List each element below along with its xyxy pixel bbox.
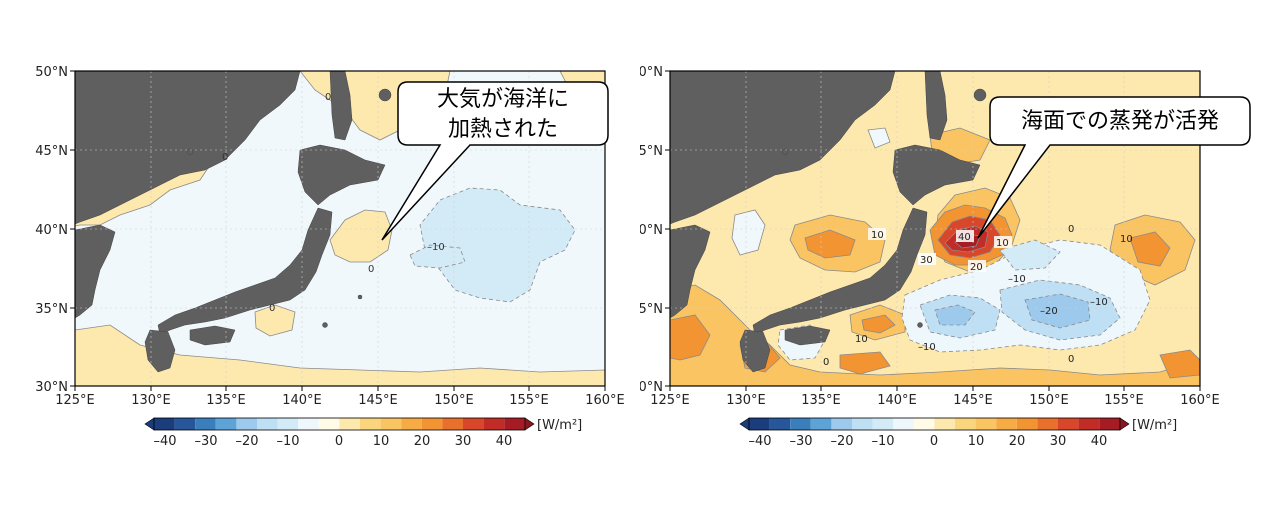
latitude-labels: 50°N 45°N 40°N 35°N 30°N bbox=[35, 65, 68, 395]
latitude-labels: 50°N 45°N 40°N 35°N 30°N bbox=[630, 65, 663, 395]
negative-anomaly-regions bbox=[777, 239, 1151, 361]
contour-label: –10 bbox=[427, 242, 445, 253]
colorbar-tick: –30 bbox=[789, 434, 812, 449]
contour-label: –10 bbox=[1008, 274, 1026, 285]
lat-label: 40°N bbox=[640, 223, 663, 238]
contour-label: 10 bbox=[996, 238, 1009, 249]
colorbar-tick: –10 bbox=[871, 434, 894, 449]
lat-label: 30°N bbox=[35, 380, 68, 395]
left-map-panel: 0 0 0 0 –10 50°N 45°N 40°N 35°N 30°N 125… bbox=[0, 0, 640, 515]
right-callout: 海面での蒸発が活発 bbox=[977, 96, 1251, 239]
contour-label: 10 bbox=[871, 230, 884, 241]
longitude-labels: 125°E 130°E 135°E 140°E 145°E 150°E 155°… bbox=[55, 393, 625, 408]
colorbar-tick: 20 bbox=[414, 434, 431, 449]
contour-label: –10 bbox=[918, 342, 936, 353]
callout-line: 加熱された bbox=[448, 117, 558, 142]
lon-label: 160°E bbox=[1180, 393, 1220, 408]
right-map-svg: 10 40 30 20 10 –10 –20 –10 0 10 –10 0 10… bbox=[630, 65, 1251, 449]
land-masses bbox=[670, 71, 987, 373]
contour-label: 0 bbox=[1068, 224, 1074, 235]
contour-label: 10 bbox=[1120, 234, 1133, 245]
lon-label: 125°E bbox=[650, 393, 690, 408]
right-map-panel: 10 40 30 20 10 –10 –20 –10 0 10 –10 0 10… bbox=[630, 0, 1280, 515]
lat-label: 50°N bbox=[35, 65, 68, 80]
positive-30-regions bbox=[670, 229, 1200, 379]
graticule bbox=[75, 71, 605, 386]
colorbar-tick: –10 bbox=[276, 434, 299, 449]
lon-label: 130°E bbox=[726, 393, 766, 408]
colorbar-tick: 20 bbox=[1009, 434, 1026, 449]
lat-label: 40°N bbox=[35, 223, 68, 238]
longitude-labels: 125°E 130°E 135°E 140°E 145°E 150°E 155°… bbox=[650, 393, 1220, 408]
contour-label: –10 bbox=[1090, 297, 1108, 308]
neutral-regions bbox=[731, 127, 891, 256]
contour-label: 20 bbox=[970, 262, 983, 273]
colorbar-tick: 0 bbox=[335, 434, 343, 449]
lon-label: 135°E bbox=[206, 393, 246, 408]
land-masses bbox=[75, 71, 392, 373]
lon-label: 160°E bbox=[585, 393, 625, 408]
colorbar-ticks: –40 –30 –20 –10 0 10 20 30 40 bbox=[748, 434, 1107, 449]
colorbar-tick: –40 bbox=[153, 434, 176, 449]
colorbar-ticks: –40 –30 –20 –10 0 10 20 30 40 bbox=[153, 434, 512, 449]
contour-label: 0 bbox=[1068, 354, 1074, 365]
contour-label: 0 bbox=[823, 357, 829, 368]
colorbar-tick: 40 bbox=[1091, 434, 1108, 449]
contour-label: 10 bbox=[855, 334, 868, 345]
left-colorbar: –40 –30 –20 –10 0 10 20 30 40 [W/m²] bbox=[144, 417, 582, 449]
lat-label: 50°N bbox=[640, 65, 663, 80]
lon-label: 140°E bbox=[282, 393, 322, 408]
left-map-svg: 0 0 0 0 –10 50°N 45°N 40°N 35°N 30°N 125… bbox=[35, 65, 625, 449]
lat-label: 45°N bbox=[640, 144, 663, 159]
lat-label: 35°N bbox=[640, 302, 663, 317]
lat-label: 35°N bbox=[35, 302, 68, 317]
colorbar-tick: –40 bbox=[748, 434, 771, 449]
frame-ticks bbox=[70, 70, 606, 391]
lon-label: 125°E bbox=[55, 393, 95, 408]
graticule bbox=[670, 71, 1200, 386]
lon-label: 150°E bbox=[434, 393, 474, 408]
callout-line: 大気が海洋に bbox=[437, 87, 569, 112]
lon-label: 130°E bbox=[131, 393, 171, 408]
right-colorbar: –40 –30 –20 –10 0 10 20 30 40 [W/m²] bbox=[739, 417, 1177, 449]
callout-line: 海面での蒸発が活発 bbox=[1021, 109, 1219, 134]
colorbar-tick: –20 bbox=[830, 434, 853, 449]
left-callout: 大気が海洋に 加熱された bbox=[381, 81, 609, 241]
left-contour-labels: 0 0 0 0 –10 bbox=[222, 92, 445, 314]
colorbar-tick: 0 bbox=[930, 434, 938, 449]
negative-anomaly-regions bbox=[409, 187, 576, 303]
colorbar-tick: 40 bbox=[496, 434, 513, 449]
lon-label: 155°E bbox=[1104, 393, 1144, 408]
frame-ticks bbox=[665, 70, 1201, 391]
contour-label: 30 bbox=[920, 255, 933, 266]
contour-label: 0 bbox=[269, 303, 275, 314]
contour-label: 40 bbox=[958, 232, 971, 243]
lon-label: 145°E bbox=[358, 393, 398, 408]
lon-label: 155°E bbox=[509, 393, 549, 408]
colorbar-tick: 30 bbox=[455, 434, 472, 449]
contour-label: –20 bbox=[1040, 306, 1058, 317]
colorbar-unit: [W/m²] bbox=[1132, 418, 1177, 433]
lon-label: 135°E bbox=[801, 393, 841, 408]
colorbar-tick: –20 bbox=[235, 434, 258, 449]
colorbar-tick: –30 bbox=[194, 434, 217, 449]
contour-label: 0 bbox=[222, 152, 228, 163]
lon-label: 145°E bbox=[953, 393, 993, 408]
lon-label: 150°E bbox=[1029, 393, 1069, 408]
contour-label: 0 bbox=[368, 264, 374, 275]
colorbar-unit: [W/m²] bbox=[537, 418, 582, 433]
colorbar-tick: 30 bbox=[1050, 434, 1067, 449]
lon-label: 140°E bbox=[877, 393, 917, 408]
colorbar-tick: 10 bbox=[968, 434, 985, 449]
contour-label: 0 bbox=[325, 92, 331, 103]
lat-label: 45°N bbox=[35, 144, 68, 159]
colorbar-tick: 10 bbox=[373, 434, 390, 449]
right-contour-labels: 10 40 30 20 10 –10 –20 –10 0 10 –10 0 10… bbox=[823, 224, 1133, 368]
